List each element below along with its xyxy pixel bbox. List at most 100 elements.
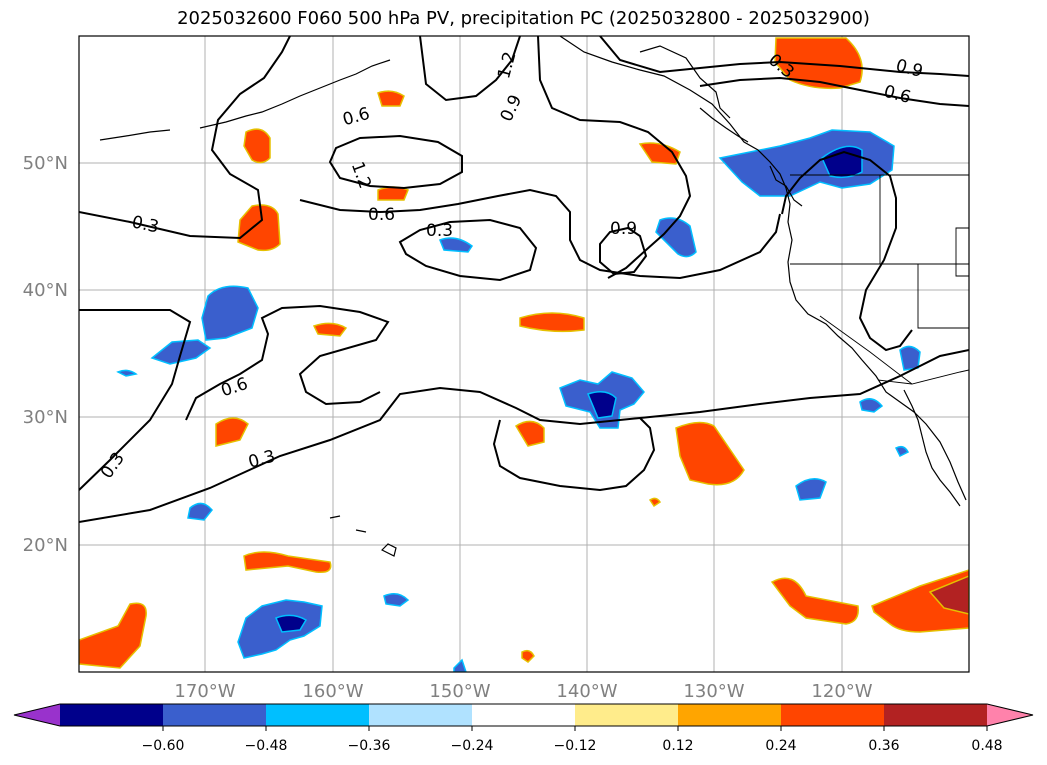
contour-labels: 1.2 0.9 0.6 1.2 0.6 0.3 0.3 0.9 0.3 0.9 … xyxy=(97,50,925,483)
contour-label: 0.9 xyxy=(894,56,925,82)
map-frame xyxy=(78,35,970,673)
lon-label: 140°W xyxy=(556,681,617,702)
colorbar-segment xyxy=(163,704,267,726)
precip-area xyxy=(648,497,662,508)
contour-label: 0.9 xyxy=(610,219,637,239)
lon-label: 150°W xyxy=(429,681,490,702)
colorbar-segment xyxy=(369,704,473,726)
colorbar-segment xyxy=(472,704,576,726)
colorbar-extend-low xyxy=(14,704,60,726)
colorbar-segment xyxy=(781,704,885,726)
lon-label: 120°W xyxy=(811,681,872,702)
contour-line xyxy=(537,36,692,279)
precip-area xyxy=(928,575,969,615)
precip-area xyxy=(894,445,910,458)
precip-area xyxy=(521,649,535,663)
precip-area xyxy=(514,420,545,447)
contour-line xyxy=(398,218,538,282)
precip-area xyxy=(899,345,921,371)
contour-line xyxy=(599,36,969,77)
map-panel: 1.2 0.9 0.6 1.2 0.6 0.3 0.3 0.9 0.3 0.9 … xyxy=(79,36,969,672)
contour-line xyxy=(185,304,390,421)
precip-area xyxy=(718,129,895,197)
contour-label: 0.9 xyxy=(497,92,527,125)
colorbar-segment xyxy=(60,704,164,726)
precip-area xyxy=(312,322,348,337)
precip-area xyxy=(237,204,281,252)
contour-line xyxy=(419,36,521,102)
political-borders xyxy=(790,174,969,385)
precip-area xyxy=(675,421,745,486)
lat-label: 40°N xyxy=(23,280,68,301)
precip-area xyxy=(116,369,138,377)
lat-label: 50°N xyxy=(23,153,68,174)
contour-label: 0.3 xyxy=(97,449,129,483)
lon-label: 130°W xyxy=(683,681,744,702)
contour-label: 0.6 xyxy=(341,104,372,130)
precip-positive-areas xyxy=(79,37,969,669)
precip-area xyxy=(187,502,213,521)
colorbar-tick-label: −0.12 xyxy=(554,738,597,754)
contour-label: 0.6 xyxy=(882,82,913,108)
colorbar-tick-label: 0.12 xyxy=(662,738,693,754)
contour-line xyxy=(492,417,656,492)
contour-line xyxy=(299,188,781,280)
precip-area xyxy=(243,551,332,574)
lon-axis-labels: 170°W 160°W 150°W 140°W 130°W 120°W xyxy=(174,681,872,702)
precip-area xyxy=(439,237,474,253)
precip-area xyxy=(795,478,827,501)
colorbar-outline xyxy=(13,703,1034,727)
precip-negative-areas xyxy=(116,129,921,672)
colorbar-segment xyxy=(266,704,370,726)
precip-area xyxy=(275,614,308,633)
colorbar-tick-label: 0.36 xyxy=(868,738,899,754)
precip-area xyxy=(774,37,863,90)
lat-label: 20°N xyxy=(23,535,68,556)
precip-area xyxy=(383,593,410,607)
contour-line xyxy=(599,226,648,276)
contour-line xyxy=(79,36,291,240)
precip-area xyxy=(79,602,147,669)
precip-area xyxy=(453,658,467,672)
colorbar-segment xyxy=(575,704,679,726)
coastlines xyxy=(99,36,967,557)
precip-area xyxy=(655,217,697,258)
colorbar-extend-high xyxy=(987,704,1033,726)
precip-area xyxy=(377,90,405,107)
contour-line xyxy=(781,150,913,352)
colorbar-tick-label: 0.24 xyxy=(765,738,796,754)
lon-label: 160°W xyxy=(302,681,363,702)
contour-line xyxy=(79,349,969,523)
contour-label: 0.6 xyxy=(368,205,395,225)
precip-area xyxy=(586,391,617,419)
colorbar-segment xyxy=(884,704,988,726)
contour-line xyxy=(79,309,192,491)
contour-line xyxy=(328,134,463,190)
contour-label: 0.6 xyxy=(219,374,251,401)
lat-axis-labels: 50°N 40°N 30°N 20°N xyxy=(23,153,68,556)
contour-label: 0.3 xyxy=(426,221,453,241)
colorbar-tick-label: −0.24 xyxy=(451,738,494,754)
contour-label: 0.3 xyxy=(246,446,277,472)
lon-label: 170°W xyxy=(174,681,235,702)
lat-label: 30°N xyxy=(23,407,68,428)
pv-contours xyxy=(79,36,969,523)
precip-area xyxy=(859,398,884,413)
contour-line xyxy=(699,76,969,107)
colorbar-segment xyxy=(678,704,782,726)
plot-title: 2025032600 F060 500 hPa PV, precipitatio… xyxy=(177,8,870,29)
precip-area xyxy=(770,577,859,625)
colorbar-tick-label: 0.48 xyxy=(971,738,1002,754)
precip-area xyxy=(638,142,681,165)
colorbar: −0.60 −0.48 −0.36 −0.24 −0.12 0.12 0.24 0.36 0.4… xyxy=(13,703,1034,754)
contour-label: 1.2 xyxy=(494,50,520,81)
colorbar-tick-label: −0.60 xyxy=(142,738,185,754)
contour-label: 0.3 xyxy=(130,212,161,237)
precip-area xyxy=(201,285,259,341)
precip-area xyxy=(243,128,271,164)
precip-area xyxy=(215,417,249,447)
colorbar-tick-label: −0.36 xyxy=(348,738,391,754)
colorbar-tick-label: −0.48 xyxy=(245,738,288,754)
precip-area xyxy=(519,312,585,333)
